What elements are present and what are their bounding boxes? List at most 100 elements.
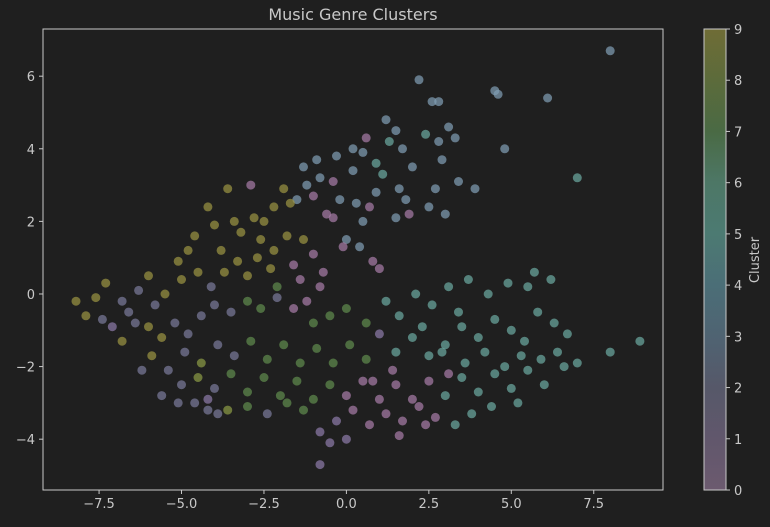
scatter-point: [384, 137, 394, 146]
scatter-point: [440, 209, 450, 219]
scatter-point: [454, 177, 463, 186]
scatter-point: [444, 122, 454, 132]
scatter-point: [272, 282, 282, 292]
scatter-point: [262, 409, 272, 419]
scatter-point: [506, 325, 516, 335]
scatter-point: [210, 300, 219, 310]
scatter-point: [81, 311, 91, 321]
x-tick-label: 7.5: [583, 497, 604, 512]
scatter-point: [279, 184, 289, 194]
scatter-point: [404, 209, 414, 219]
scatter-point: [302, 296, 312, 306]
scatter-point: [523, 282, 533, 292]
scatter-point: [523, 365, 533, 375]
scatter-point: [243, 387, 252, 397]
scatter-point: [229, 216, 239, 226]
scatter-point: [572, 358, 582, 368]
scatter-point: [272, 293, 282, 303]
scatter-point: [183, 245, 193, 255]
scatter-point: [308, 318, 318, 328]
y-tick-label: 6: [27, 70, 35, 85]
scatter-point: [381, 115, 391, 125]
colorbar-tick-label: 1: [734, 433, 742, 448]
scatter-point: [173, 256, 183, 266]
colorbar-tick-label: 8: [734, 74, 742, 89]
scatter-point: [506, 383, 516, 393]
scatter-point: [117, 336, 127, 346]
colorbar-tick-label: 6: [734, 177, 742, 192]
scatter-point: [160, 289, 170, 299]
scatter-point: [361, 318, 371, 328]
scatter-point: [450, 420, 460, 430]
scatter-point: [434, 137, 444, 146]
x-tick-label: 5.0: [501, 497, 522, 512]
colorbar-tick-label: 9: [734, 23, 742, 38]
scatter-point: [490, 369, 500, 379]
scatter-point: [325, 438, 335, 448]
scatter-point: [308, 249, 318, 259]
scatter-point: [322, 209, 332, 219]
scatter-point: [213, 409, 223, 419]
scatter-point: [424, 202, 434, 212]
scatter-point: [315, 460, 325, 470]
scatter-point: [391, 347, 401, 357]
y-tick-label: 2: [27, 215, 35, 230]
colorbar-ticks: 0 1 2 3 4 5 6 7 8 9: [726, 23, 742, 499]
scatter-point: [546, 275, 556, 284]
scatter-point: [269, 202, 279, 212]
scatter-point: [328, 213, 338, 223]
scatter-point: [381, 409, 391, 419]
colorbar-tick-label: 4: [734, 279, 742, 294]
colorbar-tick-label: 7: [734, 125, 742, 140]
scatter-point: [223, 184, 233, 194]
scatter-point: [414, 75, 424, 85]
scatter-point: [444, 369, 454, 379]
scatter-point: [348, 405, 358, 415]
scatter-point: [391, 213, 401, 223]
scatter-point: [335, 195, 345, 205]
scatter-point: [536, 354, 546, 364]
scatter-point: [345, 340, 355, 350]
y-axis: −4 −2 0 2 4 6: [16, 70, 43, 448]
scatter-point: [229, 351, 239, 361]
scatter-point: [454, 307, 463, 317]
scatter-point: [299, 162, 308, 172]
scatter-point: [157, 333, 167, 342]
scatter-point: [226, 307, 236, 317]
scatter-point: [107, 322, 117, 332]
scatter-point: [374, 394, 384, 404]
scatter-point: [394, 184, 404, 194]
y-tick-label: −4: [16, 433, 35, 448]
x-tick-label: 2.5: [419, 497, 440, 512]
scatter-point: [430, 184, 440, 194]
scatter-point: [421, 129, 431, 139]
scatter-point: [503, 278, 513, 288]
scatter-point: [365, 420, 374, 430]
scatter-point: [226, 369, 236, 379]
scatter-point: [411, 289, 421, 299]
scatter-point: [295, 275, 305, 284]
scatter-point: [407, 162, 417, 172]
scatter-point: [605, 46, 615, 56]
scatter-point: [210, 383, 219, 393]
scatter-point: [289, 260, 299, 270]
scatter-point: [130, 318, 140, 328]
scatter-point: [144, 271, 153, 281]
scatter-point: [312, 155, 322, 165]
scatter-point: [134, 285, 144, 295]
scatter-point: [371, 187, 381, 197]
scatter-point: [173, 398, 183, 408]
colorbar-tick-label: 0: [734, 484, 742, 499]
scatter-point: [249, 213, 259, 223]
scatter-point: [246, 180, 256, 190]
scatter-point: [421, 420, 431, 430]
scatter-point: [391, 380, 401, 390]
scatter-point: [259, 373, 269, 382]
scatter-point: [190, 398, 200, 408]
scatter-point: [440, 340, 450, 350]
scatter-point: [562, 329, 572, 339]
x-tick-label: −2.5: [248, 497, 280, 512]
colorbar-tick-label: 2: [734, 382, 742, 397]
scatter-point: [394, 431, 404, 441]
